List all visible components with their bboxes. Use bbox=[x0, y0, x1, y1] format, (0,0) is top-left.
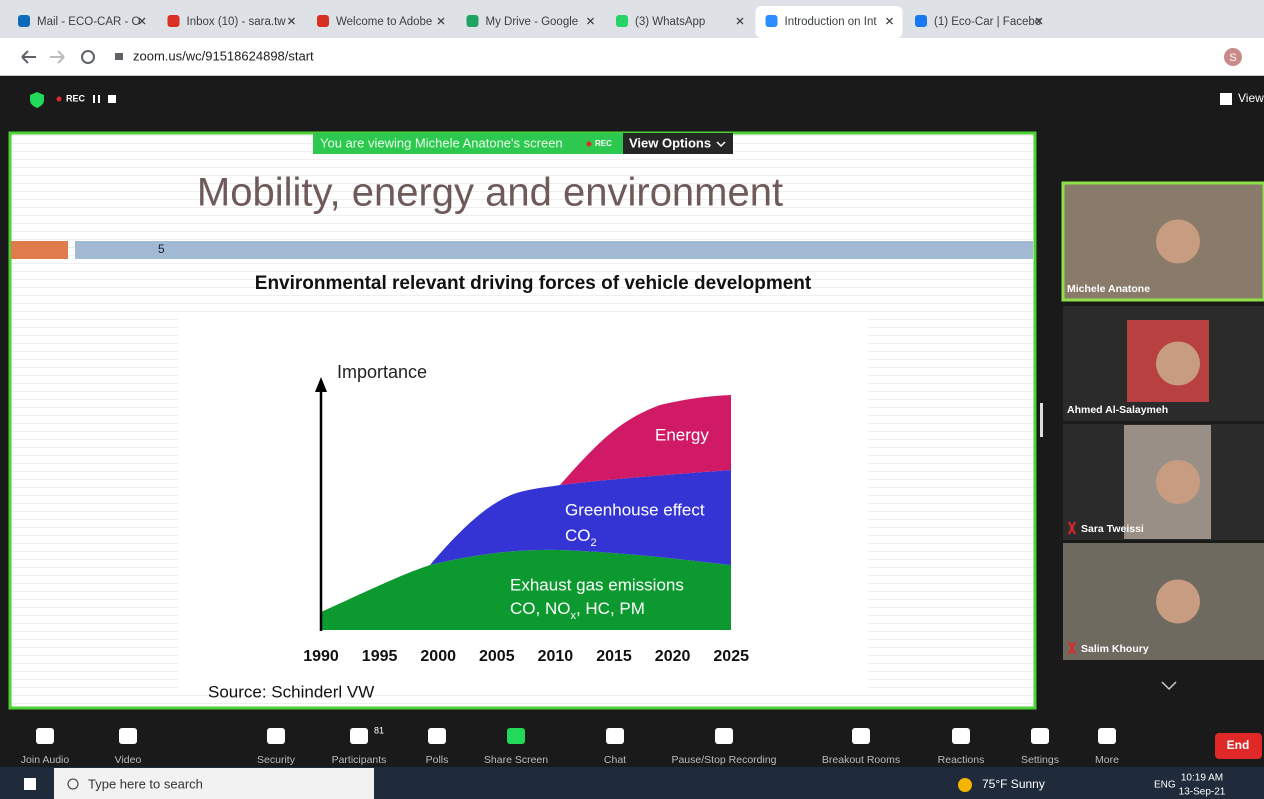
toolbar-label[interactable]: Settings bbox=[1021, 754, 1059, 766]
source: Source: Schinderl VW bbox=[208, 682, 374, 701]
year-label: 2000 bbox=[420, 648, 456, 665]
face bbox=[1156, 580, 1200, 624]
slide-bar bbox=[75, 241, 1033, 259]
participant-name: Ahmed Al-Salaymeh bbox=[1067, 404, 1168, 416]
language[interactable]: ENG bbox=[1154, 780, 1176, 791]
tab-favicon bbox=[766, 15, 778, 27]
tab-title[interactable]: Inbox (10) - sara.tw bbox=[187, 16, 287, 28]
banner-rec: REC bbox=[595, 139, 612, 148]
search-placeholder[interactable]: Type here to search bbox=[88, 776, 203, 791]
year-label: 2010 bbox=[538, 648, 574, 665]
rec-dot bbox=[587, 142, 592, 147]
area-label: Greenhouse effect bbox=[565, 500, 705, 519]
toolbar-label[interactable]: Reactions bbox=[938, 754, 985, 766]
toolbar-label[interactable]: Participants bbox=[332, 754, 387, 766]
toolbar-label[interactable]: Polls bbox=[426, 754, 449, 766]
profile-initial: S bbox=[1229, 52, 1236, 64]
banner-text: You are viewing Michele Anatone's screen bbox=[320, 135, 563, 150]
tab-title[interactable]: My Drive - Google bbox=[486, 16, 579, 28]
year-label: 2020 bbox=[655, 648, 691, 665]
toolbar-icon[interactable] bbox=[36, 728, 54, 744]
tab-favicon bbox=[616, 15, 628, 27]
toolbar-icon[interactable] bbox=[428, 728, 446, 744]
lock-icon bbox=[115, 53, 123, 60]
toolbar-label[interactable]: More bbox=[1095, 754, 1119, 766]
year-label: 1995 bbox=[362, 648, 398, 665]
toolbar-label[interactable]: Video bbox=[115, 754, 142, 766]
area-label: Energy bbox=[655, 425, 709, 444]
toolbar-icon[interactable] bbox=[1031, 728, 1049, 744]
meeting-toolbar bbox=[0, 716, 1264, 767]
text-part: CO, NO bbox=[510, 599, 570, 618]
tab-favicon bbox=[168, 15, 180, 27]
axis-label: Importance bbox=[337, 362, 427, 382]
stop-icon[interactable] bbox=[108, 95, 116, 103]
participant-count: 81 bbox=[374, 725, 384, 735]
view-icon[interactable] bbox=[1220, 93, 1232, 105]
slide-title: Mobility, energy and environment bbox=[197, 171, 783, 215]
end-label[interactable]: End bbox=[1227, 738, 1250, 752]
face bbox=[1156, 460, 1200, 504]
toolbar-label[interactable]: Breakout Rooms bbox=[822, 754, 900, 766]
rec-label: REC bbox=[66, 93, 86, 103]
face bbox=[1156, 220, 1200, 264]
clock-date[interactable]: 13-Sep-21 bbox=[1179, 787, 1226, 798]
screen: Mail - ECO-CAR - O Inbox (10) - sara.tw We… bbox=[0, 0, 1264, 799]
toolbar-icon[interactable] bbox=[606, 728, 624, 744]
text-part: , HC, PM bbox=[576, 599, 645, 618]
tab-favicon bbox=[317, 15, 329, 27]
tab-favicon bbox=[467, 15, 479, 27]
accent-bar bbox=[11, 241, 68, 259]
tab-title[interactable]: (1) Eco-Car | Facebo bbox=[934, 16, 1041, 28]
view-button[interactable]: View bbox=[1238, 91, 1264, 105]
slide-number: 5 bbox=[158, 242, 165, 256]
tab-title[interactable]: Mail - ECO-CAR - O bbox=[37, 16, 141, 28]
toolbar-label[interactable]: Join Audio bbox=[21, 754, 70, 766]
year-label: 2005 bbox=[479, 648, 515, 665]
toolbar-label[interactable]: Pause/Stop Recording bbox=[671, 754, 776, 766]
toolbar-icon[interactable] bbox=[952, 728, 970, 744]
pause-icon[interactable] bbox=[98, 95, 100, 103]
toolbar-icon[interactable] bbox=[267, 728, 285, 744]
tab-title[interactable]: (3) WhatsApp bbox=[635, 16, 705, 28]
weather[interactable]: 75°F Sunny bbox=[982, 777, 1045, 791]
toolbar-icon[interactable] bbox=[852, 728, 870, 744]
year-label: 2015 bbox=[596, 648, 632, 665]
toolbar-icon[interactable] bbox=[715, 728, 733, 744]
weather-icon bbox=[958, 778, 972, 792]
toolbar-label[interactable]: Share Screen bbox=[484, 754, 548, 766]
toolbar-icon[interactable] bbox=[119, 728, 137, 744]
start-button[interactable] bbox=[24, 778, 36, 790]
view-options-label[interactable]: View Options bbox=[629, 135, 711, 150]
rec-dot bbox=[57, 97, 62, 102]
tab-favicon bbox=[915, 15, 927, 27]
year-label: 2025 bbox=[713, 648, 749, 665]
participant-name: Salim Khoury bbox=[1081, 643, 1149, 655]
participant-name: Michele Anatone bbox=[1067, 283, 1150, 295]
tab-title[interactable]: Welcome to Adobe bbox=[336, 16, 432, 28]
toolbar-label[interactable]: Chat bbox=[604, 754, 626, 766]
year-label: 1990 bbox=[303, 648, 339, 665]
tab-favicon bbox=[18, 15, 30, 27]
clock-time[interactable]: 10:19 AM bbox=[1181, 773, 1223, 784]
area-label: Exhaust gas emissions bbox=[510, 575, 684, 594]
toolbar-icon[interactable] bbox=[507, 728, 525, 744]
toolbar-icon[interactable] bbox=[350, 728, 368, 744]
subscript: 2 bbox=[591, 537, 597, 549]
pause-icon[interactable] bbox=[93, 95, 95, 103]
text-part: CO bbox=[565, 526, 591, 545]
toolbar-label[interactable]: Security bbox=[257, 754, 296, 766]
face bbox=[1156, 342, 1200, 386]
participant-name: Sara Tweissi bbox=[1081, 523, 1144, 535]
toolbar-icon[interactable] bbox=[1098, 728, 1116, 744]
url[interactable]: zoom.us/wc/91518624898/start bbox=[133, 48, 314, 63]
tab-title[interactable]: Introduction on Int bbox=[785, 16, 878, 28]
splitter[interactable] bbox=[1040, 403, 1043, 437]
slide-subtitle: Environmental relevant driving forces of… bbox=[255, 273, 812, 294]
